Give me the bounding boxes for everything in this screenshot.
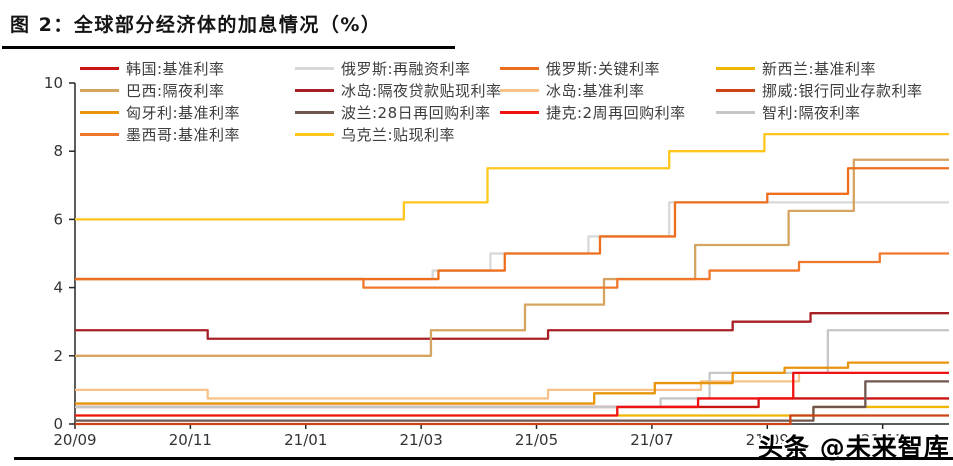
legend-item-norway: 挪威:银行同业存款利率 — [716, 79, 923, 101]
legend-marker-ukraine — [295, 132, 334, 136]
legend-label-korea: 韩国:基准利率 — [126, 59, 225, 78]
series-line-hungary — [75, 361, 949, 405]
legend-item-hungary: 匈牙利:基准利率 — [80, 101, 240, 123]
legend-marker-iceland_key — [500, 88, 539, 92]
legend-marker-brazil — [80, 88, 119, 92]
y-axis-tick-label: 10 — [44, 74, 63, 92]
legend-marker-iceland_discount — [295, 88, 334, 92]
x-axis-tick-label: 21/03 — [400, 431, 443, 449]
bottom-divider-rule — [14, 457, 953, 460]
legend-item-iceland_discount: 冰岛:隔夜贷款贴现利率 — [295, 79, 502, 101]
legend-item-mexico: 墨西哥:基准利率 — [80, 123, 240, 145]
legend-label-iceland_discount: 冰岛:隔夜贷款贴现利率 — [341, 81, 502, 100]
legend-label-new_zealand: 新西兰:基准利率 — [762, 59, 877, 78]
x-axis-tick-label: 21/09 — [746, 431, 789, 449]
legend-label-mexico: 墨西哥:基准利率 — [126, 125, 241, 144]
legend-marker-norway — [716, 88, 755, 92]
series-line-russia_key — [75, 167, 949, 281]
legend-label-czech: 捷克:2周再回购利率 — [546, 103, 686, 122]
series-line-iceland_key — [75, 371, 949, 400]
x-axis-tick-label: 20/11 — [169, 431, 212, 449]
legend-marker-poland — [295, 110, 334, 114]
legend-item-korea: 韩国:基准利率 — [80, 57, 240, 79]
x-axis-tick-label: 20/09 — [53, 431, 96, 449]
legend-item-iceland_key: 冰岛:基准利率 — [500, 79, 686, 101]
legend-marker-new_zealand — [716, 66, 755, 70]
legend-label-chile: 智利:隔夜利率 — [762, 103, 861, 122]
series-line-brazil — [75, 158, 949, 357]
legend-column-2: 俄罗斯:再融资利率冰岛:隔夜贷款贴现利率 波兰:28日再回购利率 乌克兰:贴现利率 — [295, 57, 502, 145]
series-line-chile — [75, 329, 949, 409]
legend-label-brazil: 巴西:隔夜利率 — [126, 81, 225, 100]
legend-column-4: 新西兰:基准利率挪威:银行同业存款利率 智利:隔夜利率 — [716, 57, 923, 123]
series-line-norway — [75, 414, 949, 426]
y-axis-tick-label: 4 — [53, 279, 63, 297]
x-axis-tick-label: 21/05 — [515, 431, 558, 449]
y-axis-tick-label: 0 — [53, 415, 63, 433]
legend-item-russia_refi: 俄罗斯:再融资利率 — [295, 57, 502, 79]
series-line-ukraine — [75, 133, 949, 221]
legend-item-chile: 智利:隔夜利率 — [716, 101, 923, 123]
legend-item-new_zealand: 新西兰:基准利率 — [716, 57, 923, 79]
x-axis-tick-label: 21/01 — [284, 431, 327, 449]
y-axis-tick-label: 8 — [53, 142, 63, 160]
legend-marker-russia_refi — [295, 66, 334, 70]
legend-item-czech: 捷克:2周再回购利率 — [500, 101, 686, 123]
legend-label-ukraine: 乌克兰:贴现利率 — [341, 125, 456, 144]
x-axis-tick-label: 21/07 — [630, 431, 673, 449]
legend-item-ukraine: 乌克兰:贴现利率 — [295, 123, 502, 145]
series-line-iceland_discount — [75, 312, 949, 340]
x-axis-tick-label: 21/11 — [861, 431, 904, 449]
title-underline — [2, 46, 455, 49]
y-axis-tick-label: 6 — [53, 210, 63, 228]
series-line-czech — [75, 371, 949, 417]
legend-marker-czech — [500, 110, 539, 114]
legend-label-russia_refi: 俄罗斯:再融资利率 — [341, 59, 471, 78]
series-line-mexico — [75, 252, 949, 289]
series-line-new_zealand — [75, 405, 949, 417]
legend-marker-russia_key — [500, 66, 539, 70]
legend-label-hungary: 匈牙利:基准利率 — [126, 103, 241, 122]
figure-title: 图 2：全球部分经济体的加息情况（%） — [10, 14, 382, 36]
legend-marker-hungary — [80, 110, 119, 114]
legend-label-poland: 波兰:28日再回购利率 — [341, 103, 491, 122]
legend-item-poland: 波兰:28日再回购利率 — [295, 101, 502, 123]
legend-item-russia_key: 俄罗斯:关键利率 — [500, 57, 686, 79]
legend-marker-korea — [80, 66, 119, 70]
legend-item-brazil: 巴西:隔夜利率 — [80, 79, 240, 101]
series-line-russia_refi — [75, 201, 949, 281]
legend-column-3: 俄罗斯:关键利率 冰岛:基准利率捷克:2周再回购利率 — [500, 57, 686, 123]
series-line-poland — [75, 380, 949, 422]
legend-label-iceland_key: 冰岛:基准利率 — [546, 81, 645, 100]
legend-marker-mexico — [80, 132, 119, 136]
legend-marker-chile — [716, 110, 755, 114]
legend-label-russia_key: 俄罗斯:关键利率 — [546, 59, 661, 78]
legend-column-1: 韩国:基准利率 巴西:隔夜利率 匈牙利:基准利率 墨西哥:基准利率 — [80, 57, 240, 145]
legend-label-norway: 挪威:银行同业存款利率 — [762, 81, 923, 100]
y-axis-tick-label: 2 — [53, 347, 63, 365]
